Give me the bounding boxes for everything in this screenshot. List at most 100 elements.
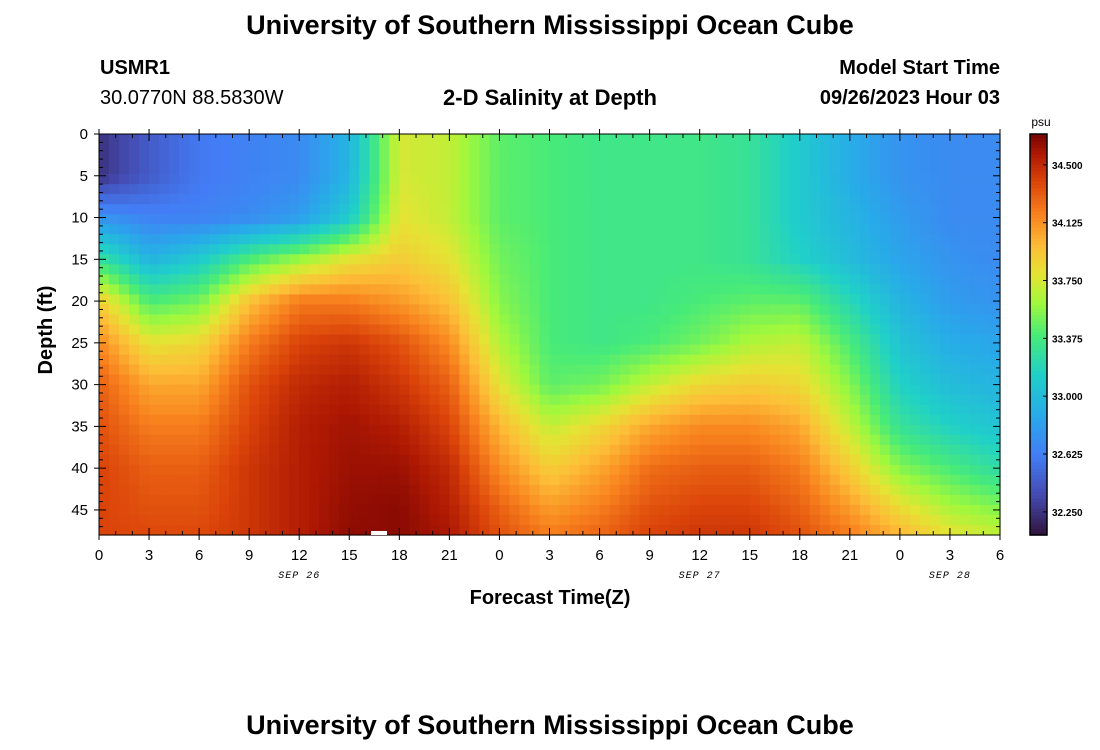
heatmap-cell (479, 524, 491, 536)
heatmap-cell (889, 454, 901, 466)
heatmap-cell (439, 264, 450, 275)
heatmap-cell (839, 454, 851, 466)
heatmap-cell (329, 494, 340, 506)
heatmap-cell (129, 254, 140, 265)
heatmap-cell (99, 184, 110, 195)
heatmap-cell (769, 474, 781, 486)
heatmap-cell (879, 294, 891, 306)
heatmap-cell (239, 304, 250, 316)
heatmap-cell (149, 294, 160, 306)
heatmap-cell (779, 344, 791, 356)
heatmap-cell (279, 184, 290, 195)
heatmap-cell (849, 334, 861, 346)
heatmap-cell (969, 274, 981, 285)
heatmap-cell (979, 294, 991, 306)
heatmap-cell (189, 154, 200, 165)
heatmap-cell (599, 324, 611, 336)
heatmap-cell (379, 364, 390, 376)
heatmap-cell (679, 284, 691, 295)
heatmap-cell (829, 134, 841, 145)
heatmap-cell (129, 264, 140, 275)
heatmap-cell (99, 294, 110, 306)
heatmap-cell (339, 504, 350, 516)
heatmap-cell (919, 354, 931, 366)
heatmap-cell (639, 274, 651, 285)
heatmap-cell (239, 444, 250, 456)
heatmap-cell (349, 234, 360, 245)
heatmap-cell (529, 174, 541, 185)
heatmap-cell (639, 364, 651, 376)
heatmap-cell (179, 344, 190, 356)
heatmap-cell (149, 524, 160, 536)
heatmap-cell (939, 164, 951, 175)
heatmap-cell (339, 424, 350, 436)
heatmap-cell (569, 324, 581, 336)
heatmap-cell (269, 164, 280, 175)
heatmap-cell (809, 354, 821, 366)
heatmap-cell (669, 464, 681, 476)
heatmap-cell (189, 264, 200, 275)
heatmap-cell (879, 344, 891, 356)
heatmap-cell (329, 434, 340, 446)
heatmap-cell (179, 514, 190, 526)
heatmap-cell (599, 474, 611, 486)
heatmap-cell (889, 264, 901, 275)
heatmap-cell (229, 494, 240, 506)
heatmap-cell (279, 394, 290, 406)
heatmap-cell (499, 214, 511, 225)
heatmap-cell (859, 404, 871, 416)
colorbar-cell (1030, 521, 1047, 526)
heatmap-cell (339, 334, 350, 346)
heatmap-cell (829, 484, 841, 496)
heatmap-cell (669, 324, 681, 336)
heatmap-cell (639, 134, 651, 145)
heatmap-cell (259, 154, 270, 165)
colorbar-units: psu (1031, 115, 1050, 129)
heatmap-cell (559, 164, 571, 175)
heatmap-cell (239, 344, 250, 356)
heatmap-cell (859, 494, 871, 506)
heatmap-cell (959, 404, 971, 416)
heatmap-cell (869, 464, 881, 476)
heatmap-cell (859, 524, 871, 536)
colorbar-cell (1030, 220, 1047, 225)
heatmap-cell (619, 234, 631, 245)
heatmap-cell (339, 284, 350, 295)
heatmap-cell (109, 234, 120, 245)
heatmap-cell (629, 304, 641, 316)
heatmap-cell (949, 504, 961, 516)
heatmap-cell (789, 164, 801, 175)
heatmap-cell (459, 504, 471, 516)
heatmap-cell (669, 474, 681, 486)
heatmap-cell (299, 494, 310, 506)
heatmap-cell (199, 164, 210, 175)
heatmap-cell (179, 424, 190, 436)
heatmap-cell (749, 504, 761, 516)
heatmap-cell (209, 504, 220, 516)
heatmap-cell (749, 274, 761, 285)
heatmap-cell (119, 514, 130, 526)
heatmap-cell (669, 204, 681, 215)
heatmap-cell (549, 344, 561, 356)
heatmap-cell (249, 214, 260, 225)
heatmap-cell (929, 424, 941, 436)
heatmap-cell (119, 404, 130, 416)
heatmap-cell (379, 244, 390, 255)
station-id: USMR1 (100, 57, 171, 79)
heatmap-cell (569, 204, 581, 215)
heatmap-cell (959, 184, 971, 195)
heatmap-cell (389, 304, 400, 316)
heatmap-cell (989, 174, 1001, 185)
heatmap-cell (629, 214, 641, 225)
heatmap-cell (339, 404, 350, 416)
heatmap-cell (479, 484, 491, 496)
heatmap-cell (399, 504, 410, 516)
heatmap-cell (759, 424, 771, 436)
heatmap-cell (99, 264, 110, 275)
heatmap-cell (919, 264, 931, 275)
heatmap-cell (869, 374, 881, 386)
heatmap-cell (569, 184, 581, 195)
heatmap-cell (579, 134, 591, 145)
heatmap-cell (909, 464, 921, 476)
heatmap-cell (439, 274, 450, 285)
